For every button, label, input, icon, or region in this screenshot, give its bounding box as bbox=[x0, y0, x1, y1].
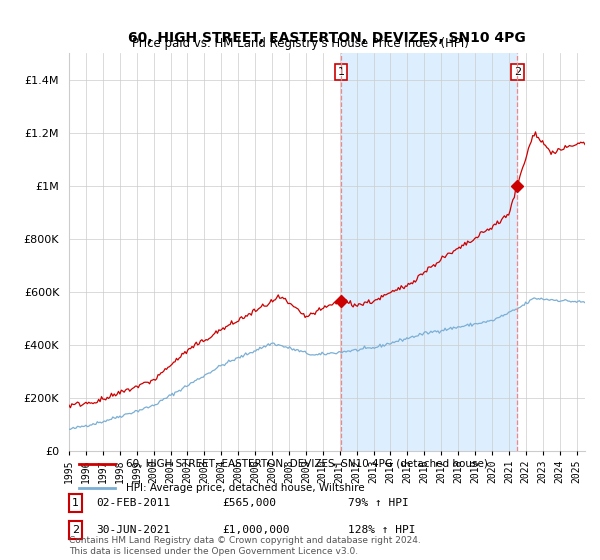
Text: 02-FEB-2011: 02-FEB-2011 bbox=[96, 498, 170, 508]
Text: Price paid vs. HM Land Registry's House Price Index (HPI): Price paid vs. HM Land Registry's House … bbox=[131, 38, 469, 50]
Text: 2: 2 bbox=[72, 525, 79, 535]
Text: 79% ↑ HPI: 79% ↑ HPI bbox=[348, 498, 409, 508]
Text: HPI: Average price, detached house, Wiltshire: HPI: Average price, detached house, Wilt… bbox=[126, 483, 364, 493]
Text: £1,000,000: £1,000,000 bbox=[222, 525, 290, 535]
Text: 128% ↑ HPI: 128% ↑ HPI bbox=[348, 525, 415, 535]
Title: 60, HIGH STREET, EASTERTON, DEVIZES, SN10 4PG: 60, HIGH STREET, EASTERTON, DEVIZES, SN1… bbox=[128, 31, 526, 45]
Text: 60, HIGH STREET, EASTERTON, DEVIZES, SN10 4PG (detached house): 60, HIGH STREET, EASTERTON, DEVIZES, SN1… bbox=[126, 459, 488, 469]
Text: £565,000: £565,000 bbox=[222, 498, 276, 508]
Text: 1: 1 bbox=[72, 498, 79, 508]
Text: 30-JUN-2021: 30-JUN-2021 bbox=[96, 525, 170, 535]
Bar bbox=[341, 53, 517, 451]
Text: Contains HM Land Registry data © Crown copyright and database right 2024.
This d: Contains HM Land Registry data © Crown c… bbox=[69, 536, 421, 556]
Text: 1: 1 bbox=[338, 67, 344, 77]
Text: 2: 2 bbox=[514, 67, 521, 77]
